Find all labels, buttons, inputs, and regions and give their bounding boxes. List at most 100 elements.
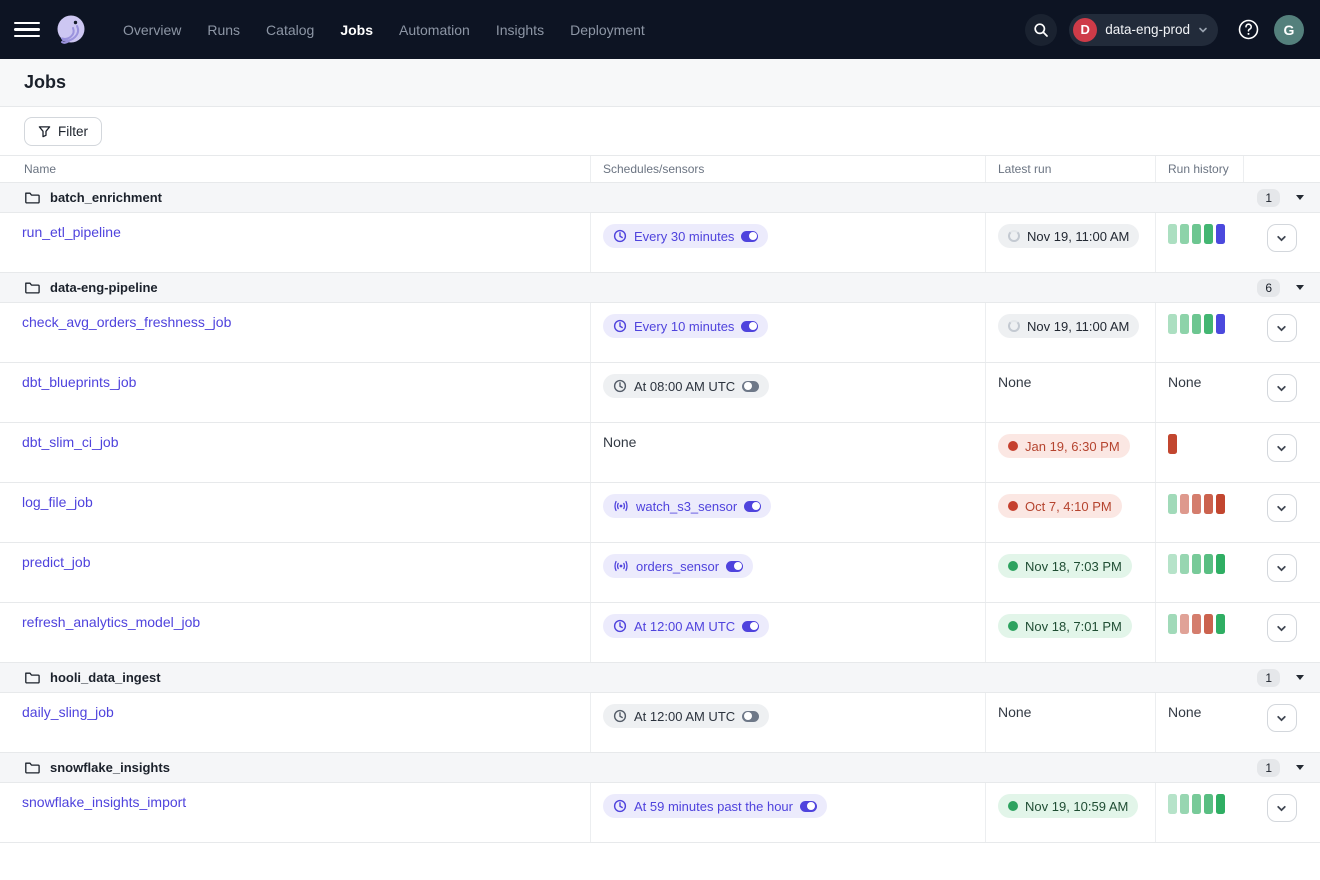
- trigger-toggle[interactable]: [800, 801, 817, 812]
- run-history-bar[interactable]: [1180, 554, 1189, 574]
- job-link[interactable]: log_file_job: [22, 494, 93, 510]
- chevron-down-icon: [1198, 25, 1208, 35]
- trigger-toggle[interactable]: [741, 231, 758, 242]
- deployment-switcher[interactable]: D data-eng-prod: [1069, 14, 1218, 46]
- user-avatar[interactable]: G: [1274, 15, 1304, 45]
- job-link[interactable]: dbt_slim_ci_job: [22, 434, 119, 450]
- schedule-badge[interactable]: Every 30 minutes: [603, 224, 768, 248]
- run-history-bar[interactable]: [1192, 554, 1201, 574]
- job-link[interactable]: check_avg_orders_freshness_job: [22, 314, 231, 330]
- schedule-badge[interactable]: Every 10 minutes: [603, 314, 768, 338]
- latest-run-badge[interactable]: Jan 19, 6:30 PM: [998, 434, 1130, 458]
- caret-down-icon[interactable]: [1296, 195, 1304, 200]
- page-title: Jobs: [24, 72, 66, 93]
- filter-button[interactable]: Filter: [24, 117, 102, 146]
- run-history-bar[interactable]: [1204, 554, 1213, 574]
- job-link[interactable]: run_etl_pipeline: [22, 224, 121, 240]
- job-row: dbt_slim_ci_job None Jan 19, 6:30 PM: [0, 423, 1320, 483]
- job-group-row[interactable]: batch_enrichment 1: [0, 183, 1320, 213]
- run-history-bar[interactable]: [1192, 794, 1201, 814]
- nav-item-insights[interactable]: Insights: [485, 16, 555, 44]
- run-history-bar[interactable]: [1180, 794, 1189, 814]
- expand-row-button[interactable]: [1267, 494, 1297, 522]
- run-history-bar[interactable]: [1192, 314, 1201, 334]
- run-history-bar[interactable]: [1216, 494, 1225, 514]
- expand-row-button[interactable]: [1267, 434, 1297, 462]
- trigger-toggle[interactable]: [742, 621, 759, 632]
- job-group-row[interactable]: data-eng-pipeline 6: [0, 273, 1320, 303]
- trigger-toggle[interactable]: [742, 381, 759, 392]
- job-link[interactable]: snowflake_insights_import: [22, 794, 186, 810]
- dagster-logo[interactable]: [52, 11, 90, 49]
- latest-run-badge[interactable]: Nov 19, 11:00 AM: [998, 314, 1139, 338]
- run-history-bar[interactable]: [1168, 494, 1177, 514]
- latest-run-badge[interactable]: Oct 7, 4:10 PM: [998, 494, 1122, 518]
- nav-item-runs[interactable]: Runs: [196, 16, 251, 44]
- run-history-bar[interactable]: [1180, 314, 1189, 334]
- run-history-bar[interactable]: [1216, 554, 1225, 574]
- latest-run-badge[interactable]: Nov 18, 7:03 PM: [998, 554, 1132, 578]
- schedule-badge[interactable]: At 08:00 AM UTC: [603, 374, 769, 398]
- schedule-badge[interactable]: At 12:00 AM UTC: [603, 614, 769, 638]
- schedule-badge[interactable]: At 59 minutes past the hour: [603, 794, 827, 818]
- run-history-bar[interactable]: [1168, 614, 1177, 634]
- menu-icon[interactable]: [14, 17, 40, 43]
- run-history-bar[interactable]: [1168, 314, 1177, 334]
- job-row: run_etl_pipeline Every 30 minutes Nov 19…: [0, 213, 1320, 273]
- expand-row-button[interactable]: [1267, 224, 1297, 252]
- nav-item-deployment[interactable]: Deployment: [559, 16, 656, 44]
- run-history-bar[interactable]: [1204, 224, 1213, 244]
- search-button[interactable]: [1025, 14, 1057, 46]
- job-link[interactable]: daily_sling_job: [22, 704, 114, 720]
- run-history-bar[interactable]: [1192, 614, 1201, 634]
- run-history-bar[interactable]: [1180, 614, 1189, 634]
- run-history-bar[interactable]: [1180, 494, 1189, 514]
- expand-row-button[interactable]: [1267, 554, 1297, 582]
- run-history-bar[interactable]: [1180, 224, 1189, 244]
- job-link[interactable]: refresh_analytics_model_job: [22, 614, 200, 630]
- help-button[interactable]: [1232, 14, 1264, 46]
- run-history-bar[interactable]: [1168, 554, 1177, 574]
- trigger-toggle[interactable]: [741, 321, 758, 332]
- run-history-bar[interactable]: [1216, 614, 1225, 634]
- caret-down-icon[interactable]: [1296, 285, 1304, 290]
- run-history-bar[interactable]: [1168, 794, 1177, 814]
- caret-down-icon[interactable]: [1296, 675, 1304, 680]
- run-history-bar[interactable]: [1192, 494, 1201, 514]
- nav-item-automation[interactable]: Automation: [388, 16, 481, 44]
- expand-row-button[interactable]: [1267, 314, 1297, 342]
- latest-run-badge[interactable]: Nov 19, 10:59 AM: [998, 794, 1138, 818]
- latest-run-badge[interactable]: Nov 19, 11:00 AM: [998, 224, 1139, 248]
- expand-row-button[interactable]: [1267, 374, 1297, 402]
- nav-item-jobs[interactable]: Jobs: [329, 16, 384, 44]
- run-history-bar[interactable]: [1204, 314, 1213, 334]
- job-group-row[interactable]: hooli_data_ingest 1: [0, 663, 1320, 693]
- run-history-bar[interactable]: [1204, 494, 1213, 514]
- sensor-badge[interactable]: watch_s3_sensor: [603, 494, 771, 518]
- run-history-bar[interactable]: [1216, 224, 1225, 244]
- run-history-bar[interactable]: [1168, 434, 1177, 454]
- expand-row-button[interactable]: [1267, 614, 1297, 642]
- run-history-bar[interactable]: [1216, 314, 1225, 334]
- job-link[interactable]: predict_job: [22, 554, 91, 570]
- expand-row-button[interactable]: [1267, 704, 1297, 732]
- run-in-progress-spinner-icon: [1008, 320, 1020, 332]
- run-history-bar[interactable]: [1168, 224, 1177, 244]
- job-group-row[interactable]: snowflake_insights 1: [0, 753, 1320, 783]
- caret-down-icon[interactable]: [1296, 765, 1304, 770]
- run-history-bar[interactable]: [1204, 614, 1213, 634]
- nav-item-overview[interactable]: Overview: [112, 16, 192, 44]
- run-history-bar[interactable]: [1192, 224, 1201, 244]
- latest-run-badge[interactable]: Nov 18, 7:01 PM: [998, 614, 1132, 638]
- expand-row-button[interactable]: [1267, 794, 1297, 822]
- trigger-label: At 08:00 AM UTC: [634, 379, 735, 394]
- trigger-toggle[interactable]: [726, 561, 743, 572]
- sensor-badge[interactable]: orders_sensor: [603, 554, 753, 578]
- nav-item-catalog[interactable]: Catalog: [255, 16, 325, 44]
- trigger-toggle[interactable]: [744, 501, 761, 512]
- job-link[interactable]: dbt_blueprints_job: [22, 374, 136, 390]
- run-history-bar[interactable]: [1216, 794, 1225, 814]
- run-history-bar[interactable]: [1204, 794, 1213, 814]
- trigger-toggle[interactable]: [742, 711, 759, 722]
- schedule-badge[interactable]: At 12:00 AM UTC: [603, 704, 769, 728]
